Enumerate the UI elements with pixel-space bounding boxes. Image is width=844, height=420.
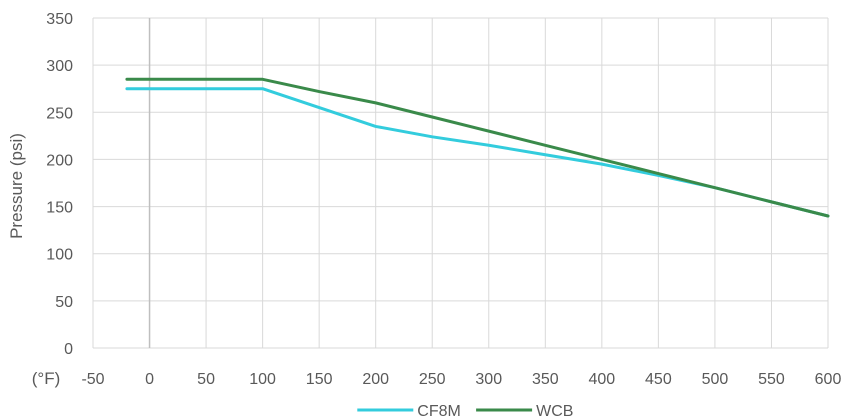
x-tick-label: 450 (645, 371, 672, 388)
series-line-cf8m (125, 87, 830, 218)
y-tick-label: 300 (46, 58, 73, 75)
y-tick-label: 200 (46, 152, 73, 169)
x-tick-label: -50 (81, 371, 104, 388)
x-tick-label: 100 (249, 371, 276, 388)
x-tick-label: 500 (702, 371, 729, 388)
y-tick-label: 150 (46, 200, 73, 217)
y-tick-label: 250 (46, 105, 73, 122)
x-tick-label: 200 (362, 371, 389, 388)
series-layer (125, 77, 830, 218)
tick-layer: 0 50 100 150 200 250 300 350 -50 0 50 100 150 200 250 3… (46, 11, 841, 388)
legend-label-cf8m: CF8M (417, 403, 461, 420)
x-tick-label: 0 (145, 371, 154, 388)
legend-label-wcb: WCB (536, 403, 573, 420)
y-tick-label: 0 (64, 341, 73, 358)
x-tick-label: 400 (588, 371, 615, 388)
x-tick-label: 50 (197, 371, 215, 388)
y-tick-label: 350 (46, 11, 73, 28)
x-tick-label: 300 (475, 371, 502, 388)
x-tick-label: 550 (758, 371, 785, 388)
x-axis-title: (°F) (32, 369, 61, 388)
legend: CF8M WCB (357, 403, 573, 420)
x-tick-label: 250 (419, 371, 446, 388)
y-tick-label: 50 (55, 294, 73, 311)
grid-layer (92, 17, 829, 349)
x-tick-label: 350 (532, 371, 559, 388)
x-tick-label: 600 (815, 371, 842, 388)
series-line-wcb (125, 77, 830, 218)
y-axis-title: Pressure (psi) (7, 133, 26, 239)
y-tick-label: 100 (46, 247, 73, 264)
x-tick-label: 150 (306, 371, 333, 388)
